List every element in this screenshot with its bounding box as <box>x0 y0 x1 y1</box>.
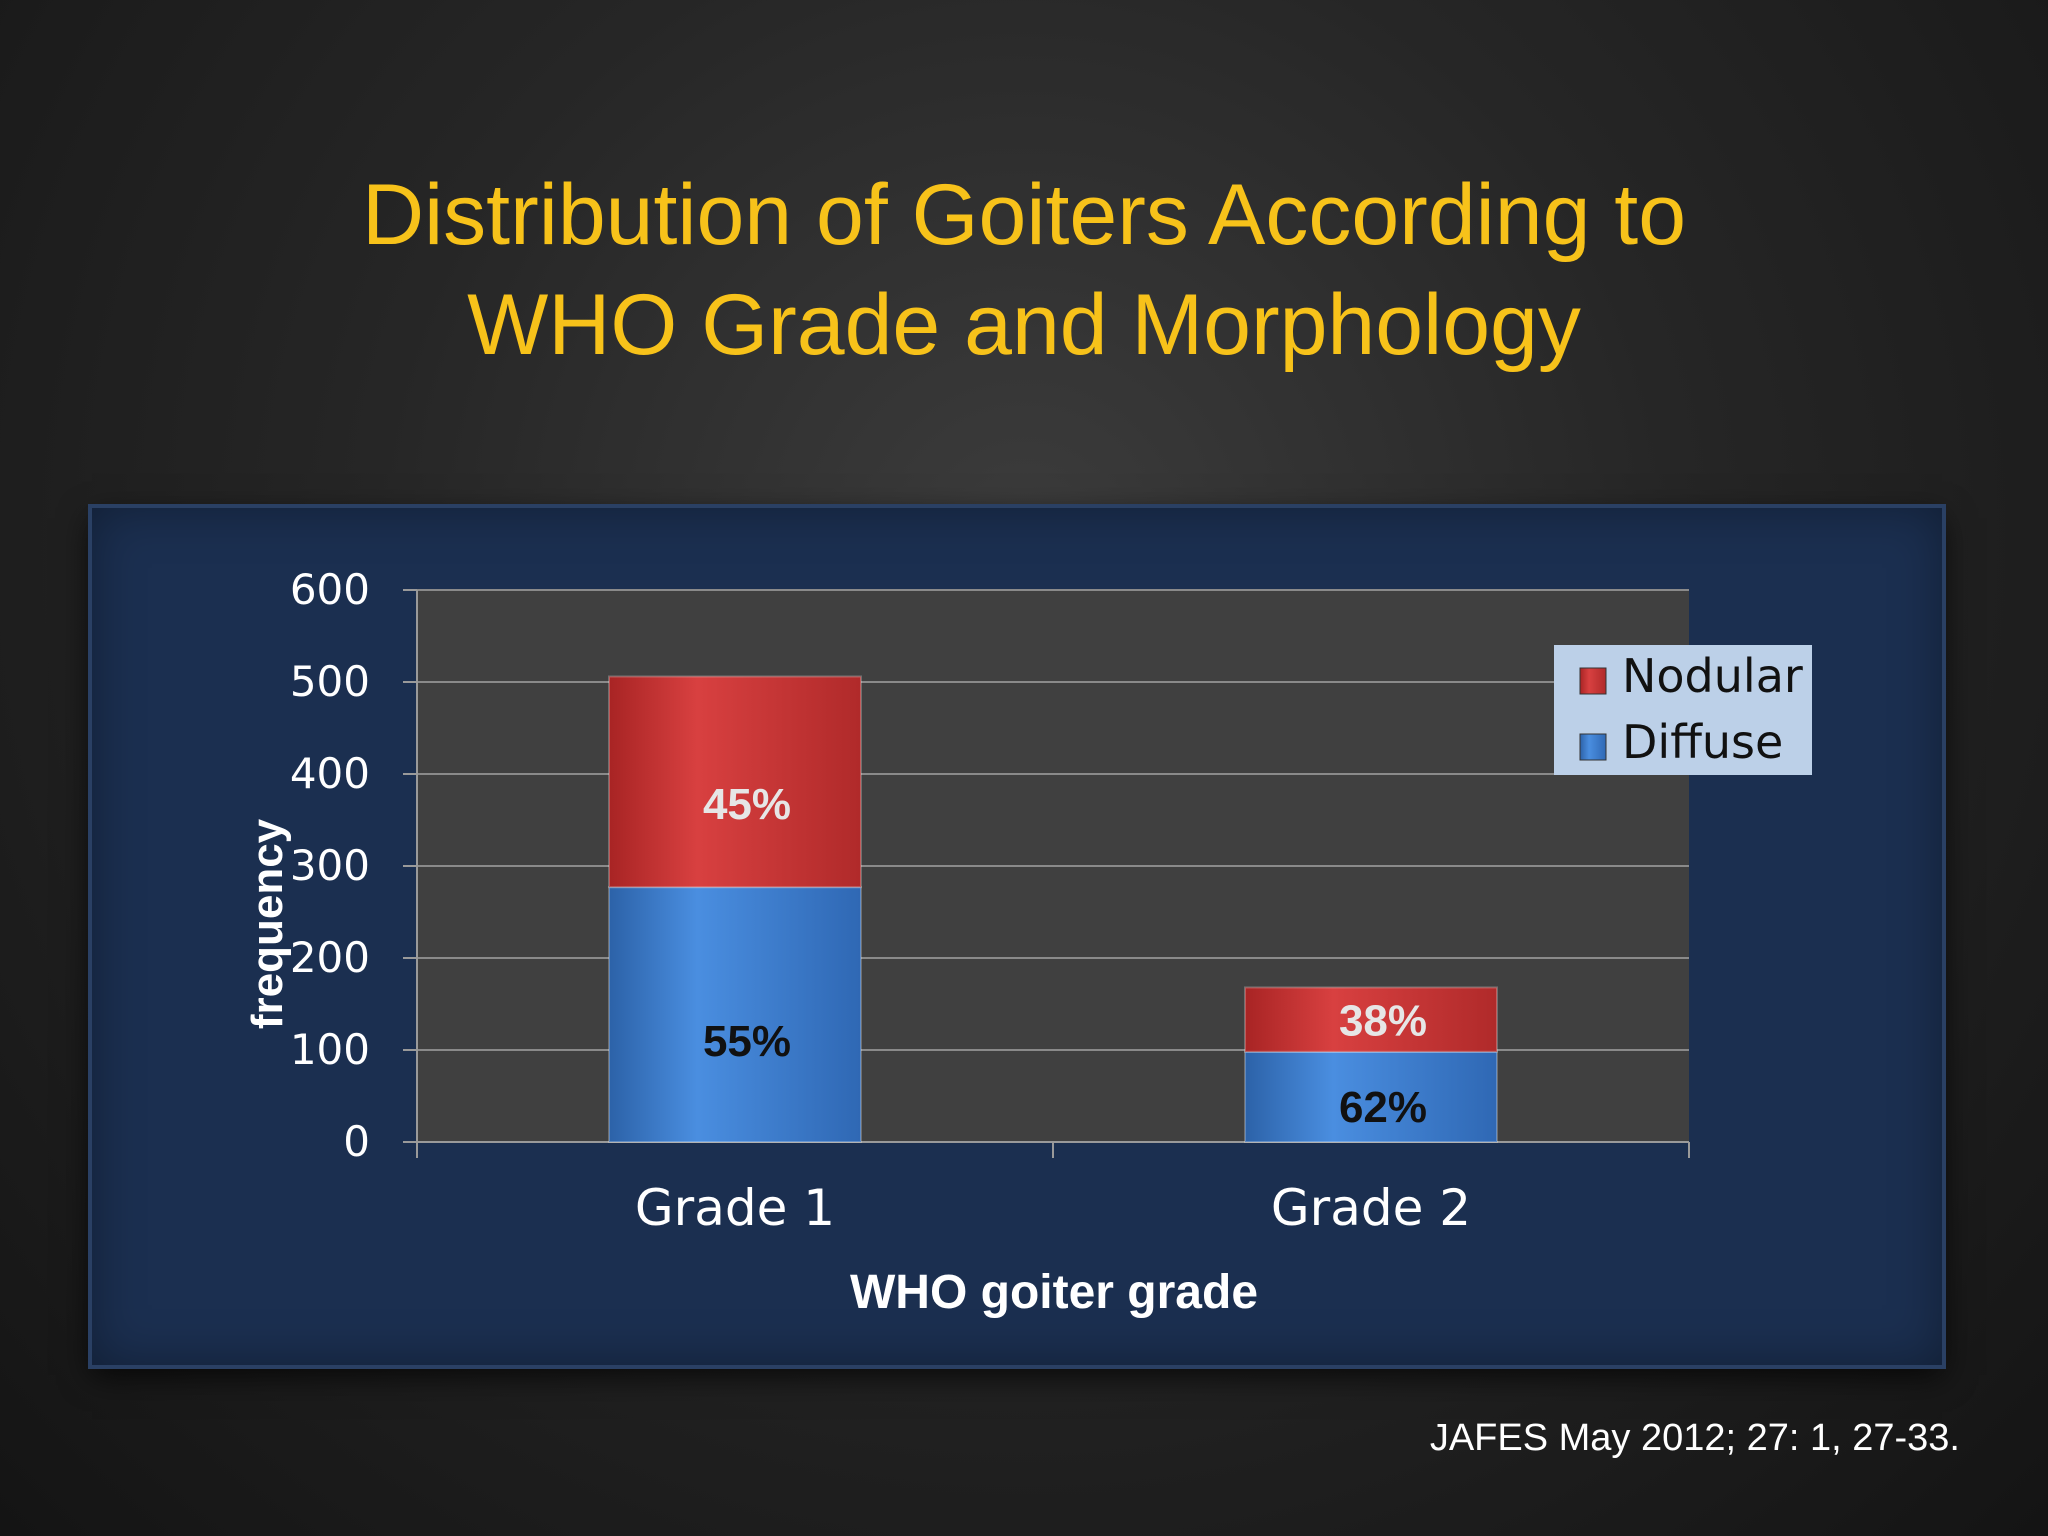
y-tick-label-500: 500 <box>290 657 370 706</box>
y-tick-label-300: 300 <box>290 841 370 890</box>
bars <box>608 675 1498 1144</box>
data-labels: 55% 45% 62% 38% <box>703 780 1427 1132</box>
legend-label-diffuse: Diffuse <box>1622 715 1783 769</box>
x-tick-labels: Grade 1 Grade 2 <box>635 1179 1471 1237</box>
chart-panel: 0 100 200 300 400 500 600 55% 45% 62% 38% Grade 1… <box>92 508 1942 1365</box>
x-tick-label-2: Grade 2 <box>1271 1179 1471 1237</box>
citation: JAFES May 2012; 27: 1, 27-33. <box>1429 1417 1960 1459</box>
y-tick-label-100: 100 <box>290 1025 370 1074</box>
legend-swatch-nodular <box>1579 667 1607 695</box>
bar-nodular-1 <box>608 675 862 889</box>
data-label-diffuse-1: 55% <box>703 1017 791 1066</box>
legend-label-nodular: Nodular <box>1622 649 1803 703</box>
slide-title: Distribution of Goiters According to WHO… <box>0 160 2048 380</box>
bar-diffuse-1 <box>608 886 862 1143</box>
legend-swatch-diffuse <box>1579 733 1607 761</box>
slide-title-line-2: WHO Grade and Morphology <box>467 277 1581 373</box>
y-axis-title: frequency <box>243 818 292 1029</box>
data-label-nodular-2: 38% <box>1339 997 1427 1046</box>
x-tick-label-1: Grade 1 <box>635 1179 835 1237</box>
legend: Nodular Diffuse <box>1554 645 1812 775</box>
x-axis-title: WHO goiter grade <box>850 1266 1258 1319</box>
bar-nodular-2 <box>1244 986 1498 1053</box>
data-label-diffuse-2: 62% <box>1339 1083 1427 1132</box>
slide-title-line-1: Distribution of Goiters According to <box>361 167 1687 263</box>
y-tick-label-0: 0 <box>343 1117 370 1166</box>
data-label-nodular-1: 45% <box>703 780 791 829</box>
y-tick-label-400: 400 <box>290 749 370 798</box>
stacked-bar-chart: 0 100 200 300 400 500 600 55% 45% 62% 38% Grade 1… <box>243 565 1812 1319</box>
y-tick-label-600: 600 <box>290 565 370 614</box>
y-tick-label-200: 200 <box>290 933 370 982</box>
y-tick-labels: 0 100 200 300 400 500 600 <box>290 565 370 1166</box>
